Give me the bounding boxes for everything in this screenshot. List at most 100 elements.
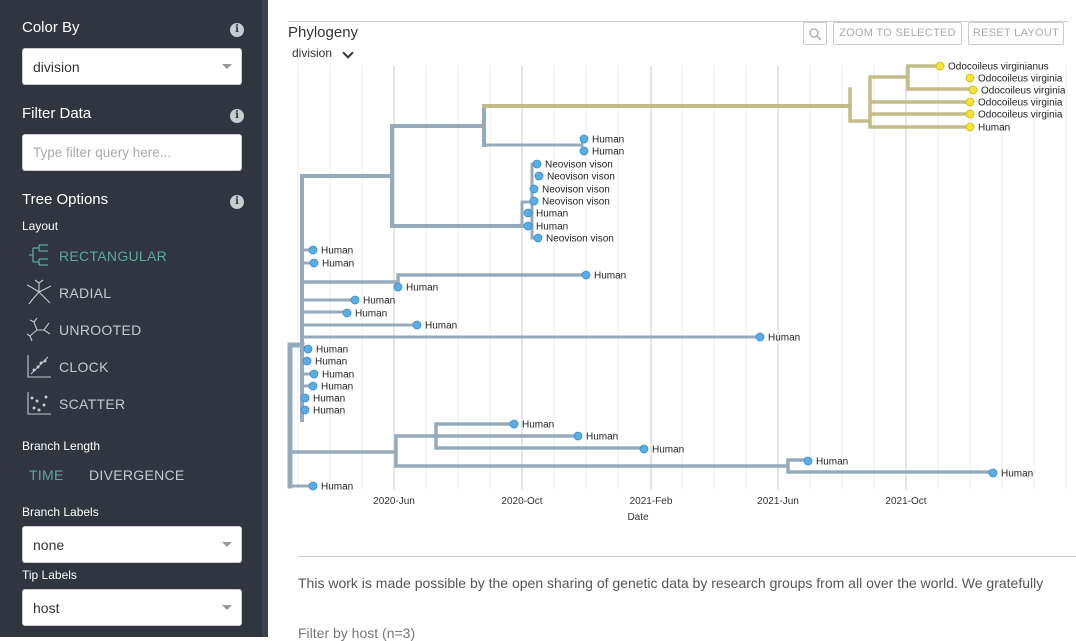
tip-label: Human xyxy=(768,333,800,344)
branch-labels-value: none xyxy=(33,537,65,553)
tip-label: Neovison vison xyxy=(542,197,610,208)
tip-node xyxy=(965,73,975,83)
tree-branch xyxy=(300,273,588,290)
sidebar: Color By i division Filter Data i Type f… xyxy=(0,0,268,637)
clock-layout-icon xyxy=(27,355,51,378)
filter-host-heading: Filter by host (n=3) xyxy=(298,625,416,641)
tip-node xyxy=(968,85,978,95)
layout-label-rectangular: RECTANGULAR xyxy=(59,248,168,264)
color-by-value: division xyxy=(33,59,80,75)
zoom-to-selected-button[interactable]: ZOOM TO SELECTED xyxy=(833,22,962,45)
layout-label-clock: CLOCK xyxy=(59,359,109,375)
info-icon[interactable]: i xyxy=(230,109,244,123)
layout-label-radial: RADIAL xyxy=(59,285,112,301)
rectangular-layout-icon xyxy=(29,244,48,266)
tip-node xyxy=(309,369,319,379)
tip-node xyxy=(509,419,519,429)
tip-label: Odocoileus virginia xyxy=(978,74,1063,85)
layout-rectangular-button[interactable]: RECTANGULAR xyxy=(26,242,226,268)
page-title: Phylogeny xyxy=(288,24,359,41)
branch-labels-select[interactable]: none xyxy=(22,526,242,563)
tip-label: Human xyxy=(425,321,457,332)
tip-node xyxy=(579,146,589,156)
axis-tick-label: 2020-Oct xyxy=(501,496,542,507)
tip-node xyxy=(803,456,813,466)
layout-unrooted-button[interactable]: UNROOTED xyxy=(26,316,226,342)
info-icon[interactable]: i xyxy=(230,23,244,37)
tip-label: Human xyxy=(321,482,353,493)
tip-node xyxy=(303,344,313,354)
tip-label: Human xyxy=(322,370,354,381)
tip-label: Neovison vison xyxy=(542,185,610,196)
tip-label: Human xyxy=(313,406,345,417)
tip-labels-label: Tip Labels xyxy=(22,568,77,582)
tip-node xyxy=(965,122,975,132)
layout-radial-button[interactable]: RADIAL xyxy=(26,279,226,305)
tree-options-title: Tree Options xyxy=(22,191,109,208)
tip-label: Human xyxy=(592,147,624,158)
caret-down-icon xyxy=(222,605,232,610)
layout-label-unrooted: UNROOTED xyxy=(59,322,142,338)
tree-branch xyxy=(287,342,305,489)
color-selector[interactable]: division xyxy=(292,46,333,60)
tip-node xyxy=(532,159,542,169)
tip-label: Human xyxy=(321,382,353,393)
tip-label: Human xyxy=(592,135,624,146)
tip-node xyxy=(302,356,312,366)
branch-length-label: Branch Length xyxy=(22,439,101,453)
filter-input[interactable]: Type filter query here... xyxy=(22,134,242,171)
branch-length-divergence-button[interactable]: DIVERGENCE xyxy=(89,467,185,483)
tip-label: Neovison vison xyxy=(546,234,614,245)
layout-label-scatter: SCATTER xyxy=(59,396,126,412)
tip-node xyxy=(581,270,591,280)
tip-label: Human xyxy=(316,345,348,356)
tip-node xyxy=(965,109,975,119)
tip-label: Human xyxy=(322,259,354,270)
tree-branch xyxy=(394,458,995,474)
tip-label: Human xyxy=(315,357,347,368)
tip-label: Human xyxy=(406,283,438,294)
zoom-button[interactable] xyxy=(803,22,827,45)
caret-down-icon xyxy=(222,64,232,69)
tip-labels-select[interactable]: host xyxy=(22,589,242,626)
tip-label: Neovison vison xyxy=(545,160,613,171)
scatter-layout-icon xyxy=(27,392,51,415)
tip-label: Human xyxy=(816,457,848,468)
tip-labels-value: host xyxy=(33,600,60,616)
branch-labels-label: Branch Labels xyxy=(22,505,99,519)
tip-node xyxy=(529,184,539,194)
tree-branch xyxy=(848,64,972,129)
color-by-select[interactable]: division xyxy=(22,48,242,85)
divider xyxy=(288,21,1068,22)
info-icon[interactable]: i xyxy=(230,195,244,209)
layout-clock-button[interactable]: CLOCK xyxy=(26,353,226,379)
tip-label: Human xyxy=(586,432,618,443)
tip-node xyxy=(300,405,310,415)
tree-branch xyxy=(300,298,762,339)
axis-tick-label: 2020-Jun xyxy=(373,496,415,507)
reset-layout-button[interactable]: RESET LAYOUT xyxy=(968,22,1064,45)
tip-node xyxy=(573,431,583,441)
tip-label: Odocoileus virginia xyxy=(978,98,1063,109)
axis-tick-label: 2021-Oct xyxy=(885,496,926,507)
main-panel: Phylogeny division ZOOM TO SELECTED RESE… xyxy=(268,0,1076,641)
tip-node xyxy=(350,295,360,305)
tip-node xyxy=(755,332,765,342)
tip-label: Human xyxy=(652,445,684,456)
tip-label: Human xyxy=(978,123,1010,134)
tip-node xyxy=(988,468,998,478)
tip-node xyxy=(412,320,422,330)
branch-length-time-button[interactable]: TIME xyxy=(29,467,64,483)
unrooted-layout-icon xyxy=(26,317,51,342)
layout-scatter-button[interactable]: SCATTER xyxy=(26,390,226,416)
tip-label: Human xyxy=(536,222,568,233)
tip-node xyxy=(534,171,544,181)
tip-node xyxy=(529,196,539,206)
filter-data-title: Filter Data xyxy=(22,105,92,122)
tip-node xyxy=(523,208,533,218)
color-by-title: Color By xyxy=(22,19,80,36)
tip-label: Human xyxy=(1001,469,1033,480)
tip-label: Odocoileus virginianus xyxy=(948,62,1049,73)
tip-label: Odocoileus virginia xyxy=(978,110,1063,121)
